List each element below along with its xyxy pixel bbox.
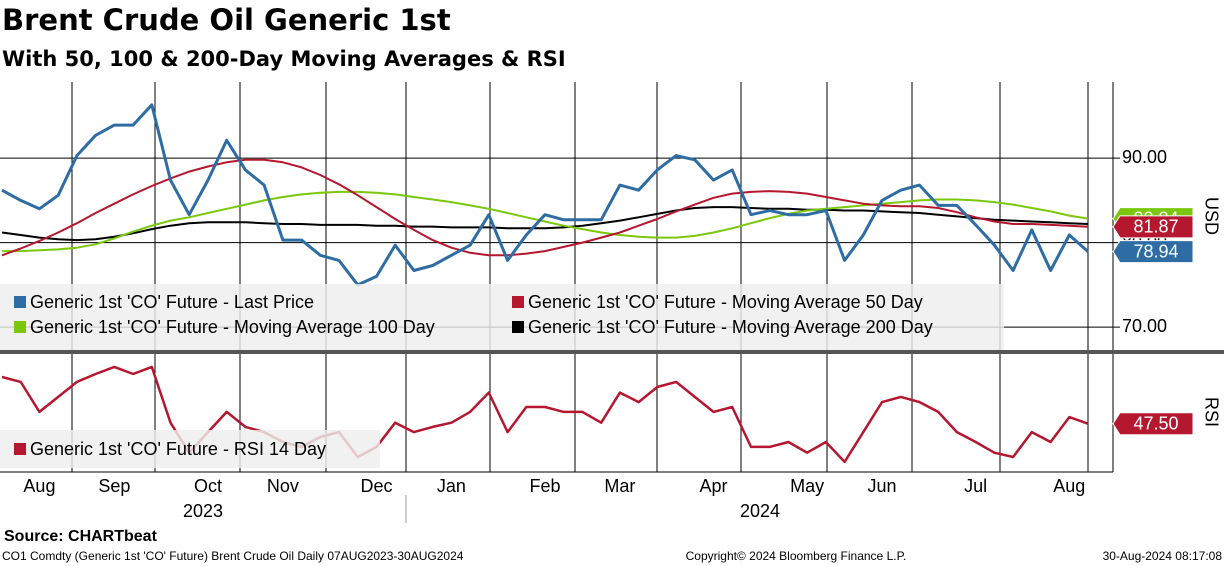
legend-label: Generic 1st 'CO' Future - RSI 14 Day (30, 439, 326, 459)
x-tick-label: Jan (437, 476, 466, 496)
legend-box (0, 430, 380, 468)
x-tick-label: Jun (868, 476, 897, 496)
source: Source: CHARTbeat (4, 528, 158, 545)
footer-timestamp: 30-Aug-2024 08:17:08 (1103, 549, 1223, 563)
legend-box (0, 284, 1004, 350)
chart-title: Brent Crude Oil Generic 1st (2, 3, 451, 37)
legend-swatch (512, 296, 524, 308)
series-line (1, 206, 1089, 242)
series-line (2, 190, 1089, 253)
x-tick-label: Nov (267, 476, 299, 496)
panel-separator (0, 350, 1224, 354)
footer-copyright: Copyright© 2024 Bloomberg Finance L.P. (686, 549, 907, 563)
legend-label: Generic 1st 'CO' Future - Moving Average… (528, 292, 923, 312)
x-tick-label: Feb (529, 476, 560, 496)
last-value-label: 47.50 (1133, 413, 1178, 433)
legend-swatch (14, 321, 26, 333)
last-value-tag (1112, 412, 1194, 436)
legend-swatch (14, 443, 26, 455)
year-label: 2024 (740, 501, 780, 521)
x-tick-label: Sep (98, 476, 130, 496)
x-tick-label: Jul (964, 476, 987, 496)
y-axis-label: USD (1201, 197, 1221, 235)
year-label: 2023 (183, 501, 223, 521)
legend-swatch (14, 296, 26, 308)
x-tick-label: Dec (360, 476, 392, 496)
legend-label: Generic 1st 'CO' Future - Last Price (30, 292, 314, 312)
last-value-tag (1112, 215, 1194, 239)
x-tick-label: Oct (194, 476, 222, 496)
footer-description: CO1 Comdty (Generic 1st 'CO' Future) Bre… (2, 549, 464, 563)
month-grid (71, 82, 1089, 472)
y-tick-label: 70.00 (1122, 316, 1167, 336)
x-tick-label: Apr (700, 476, 728, 496)
x-tick-label: Aug (1053, 476, 1085, 496)
x-tick-label: May (790, 476, 824, 496)
series-line (1, 103, 1089, 287)
last-value-tag (1112, 240, 1194, 264)
chart-subtitle: With 50, 100 & 200-Day Moving Averages &… (2, 47, 566, 71)
legend-label: Generic 1st 'CO' Future - Moving Average… (30, 317, 435, 337)
x-tick-label: Aug (23, 476, 55, 496)
legend-label: Generic 1st 'CO' Future - Moving Average… (528, 317, 933, 337)
series-line (1, 158, 1089, 257)
y-tick-label: 90.00 (1122, 147, 1167, 167)
last-value-label: 81.87 (1133, 217, 1178, 237)
rsi-axis-label: RSI (1201, 397, 1221, 427)
last-value-label: 78.94 (1133, 241, 1178, 261)
x-tick-label: Mar (604, 476, 635, 496)
legend-swatch (512, 321, 524, 333)
